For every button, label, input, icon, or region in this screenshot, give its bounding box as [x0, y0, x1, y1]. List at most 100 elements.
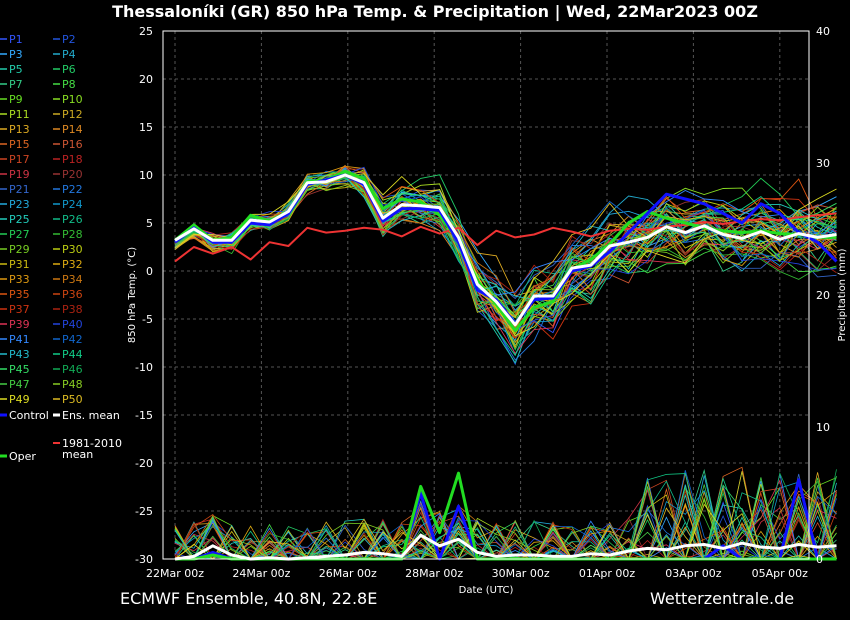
member-precip-line: [175, 471, 837, 560]
legend-label: P3: [9, 48, 23, 61]
legend-label: P50: [62, 393, 83, 406]
legend-label: P19: [9, 168, 30, 181]
legend-label: P43: [9, 348, 30, 361]
legend-label: P31: [9, 258, 30, 271]
date-tick-label: 22Mar 00z: [146, 567, 204, 580]
chart-title: Thessaloníki (GR) 850 hPa Temp. & Precip…: [112, 2, 758, 22]
temp-tick-label: -30: [135, 553, 153, 566]
temp-tick-label: 15: [139, 121, 153, 134]
temp-tick-label: -20: [135, 457, 153, 470]
temp-tick-label: 25: [139, 25, 153, 38]
precip-tick-label: 0: [816, 553, 823, 566]
legend-label: P13: [9, 123, 30, 136]
legend-label: P6: [62, 63, 76, 76]
legend-label: P7: [9, 78, 23, 91]
legend-label: P18: [62, 153, 83, 166]
temp-tick-label: 0: [146, 265, 153, 278]
temp-tick-label: 20: [139, 73, 153, 86]
legend-label: P46: [62, 363, 83, 376]
legend-label: P4: [62, 48, 76, 61]
date-tick-label: 24Mar 00z: [232, 567, 290, 580]
series-line-1981-2010-mean: [174, 212, 837, 263]
legend-label: P9: [9, 93, 23, 106]
legend-label: P25: [9, 213, 30, 226]
member-precip-line: [174, 479, 837, 561]
legend-label: P45: [9, 363, 30, 376]
legend-label: P16: [62, 138, 83, 151]
legend-label: P41: [9, 333, 30, 346]
date-tick-label: 26Mar 00z: [319, 567, 377, 580]
legend-label: P29: [9, 243, 30, 256]
legend-label: P14: [62, 123, 83, 136]
legend-label: P8: [62, 78, 76, 91]
precip-tick-label: 10: [816, 421, 830, 434]
x-axis-label: Date (UTC): [459, 585, 514, 596]
date-tick-label: 30Mar 00z: [492, 567, 550, 580]
legend-label: P35: [9, 288, 30, 301]
legend-label: P12: [62, 108, 83, 121]
member-line: [174, 173, 837, 337]
date-axis-ticks: 22Mar 00z 24Mar 00z 26Mar 00z 28Mar 00z 30Ma…: [146, 567, 808, 580]
date-tick-label: 03Apr 00z: [665, 567, 722, 580]
legend-label: P44: [62, 348, 83, 361]
temp-tick-label: -5: [142, 313, 153, 326]
legend-label: P10: [62, 93, 83, 106]
temp-axis-ticks: 25 20 15 10 5 0 -5 -10 -15 -20 -25 -30: [135, 25, 153, 566]
precip-tick-label: 40: [816, 25, 830, 38]
legend-label: P24: [62, 198, 83, 211]
member-line: [174, 177, 837, 306]
legend: P1 P2 P3 P4 P5 P6 P7 P8 P9 P10 P11 P12 P13 P14 P15 P16 P…: [0, 33, 122, 463]
member-line: [174, 171, 837, 297]
y-axis-label-precip: Precipitation (mm): [837, 248, 848, 341]
legend-label: P20: [62, 168, 83, 181]
series-line-ens-mean: [174, 173, 837, 327]
legend-label: P26: [62, 213, 83, 226]
member-line: [174, 169, 837, 317]
legend-label: P32: [62, 258, 83, 271]
legend-label: 1981-2010: [62, 437, 122, 450]
precip-tick-label: 20: [816, 289, 830, 302]
legend-label: P42: [62, 333, 83, 346]
legend-label: P11: [9, 108, 30, 121]
legend-label: P1: [9, 33, 23, 46]
legend-label: P27: [9, 228, 30, 241]
footer-source: ECMWF Ensemble, 40.8N, 22.8E: [120, 589, 377, 608]
temp-tick-label: 10: [139, 169, 153, 182]
legend-label: P40: [62, 318, 83, 331]
legend-label: Ens. mean: [62, 409, 120, 422]
legend-label: P2: [62, 33, 76, 46]
legend-label: P17: [9, 153, 30, 166]
legend-label: P36: [62, 288, 83, 301]
member-line: [174, 175, 837, 349]
legend-label: P28: [62, 228, 83, 241]
legend-label: P22: [62, 183, 83, 196]
footer-site: Wetterzentrale.de: [650, 589, 794, 608]
precip-axis-ticks: 40 30 20 10 0: [816, 25, 830, 566]
legend-label: P38: [62, 303, 83, 316]
legend-label: P15: [9, 138, 30, 151]
date-tick-label: 01Apr 00z: [579, 567, 636, 580]
legend-label: P33: [9, 273, 30, 286]
legend-label: P37: [9, 303, 30, 316]
temp-tick-label: 5: [146, 217, 153, 230]
legend-label: P30: [62, 243, 83, 256]
legend-label: P34: [62, 273, 83, 286]
legend-label: P48: [62, 378, 83, 391]
legend-label: P23: [9, 198, 30, 211]
legend-label: P49: [9, 393, 30, 406]
temp-tick-label: -10: [135, 361, 153, 374]
temp-tick-label: -25: [135, 505, 153, 518]
legend-label: P21: [9, 183, 30, 196]
temp-tick-label: -15: [135, 409, 153, 422]
legend-label: Control: [9, 409, 49, 422]
legend-label: P39: [9, 318, 30, 331]
plot-frame: [162, 30, 810, 560]
y-axis-label-temp: 850 hPa Temp. (°C): [127, 247, 138, 343]
precip-tick-label: 30: [816, 157, 830, 170]
date-tick-label: 28Mar 00z: [405, 567, 463, 580]
date-tick-label: 05Apr 00z: [752, 567, 809, 580]
legend-label: P5: [9, 63, 23, 76]
legend-label-cont: mean: [62, 448, 93, 461]
legend-label: P47: [9, 378, 30, 391]
